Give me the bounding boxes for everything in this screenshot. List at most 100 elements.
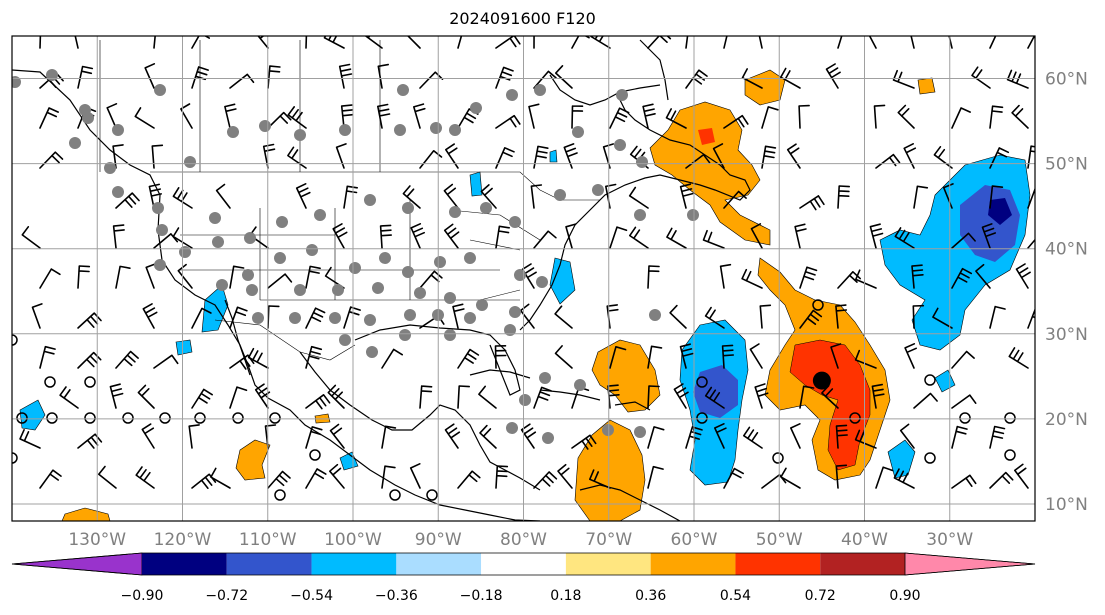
wind-barb [74,36,79,49]
wind-barb [381,425,397,449]
wind-barb [790,423,801,449]
wind-barb [39,151,64,169]
station-dot [404,309,416,321]
wind-barb [142,303,158,329]
wind-barb [452,303,465,329]
wind-barb [495,147,515,169]
wind-barb [478,385,497,409]
wind-barb [749,343,763,369]
calm-circle [309,449,321,461]
lon-tick-label: 80°W [500,530,547,550]
station-dot [402,202,414,214]
wind-barb [830,343,842,369]
wind-barb [39,268,61,289]
station-dot [152,202,164,214]
wind-barb [723,467,744,489]
wind-barb [750,223,763,249]
calm-circle [274,489,286,501]
station-dot [364,194,376,206]
station-dot [154,84,166,96]
wind-barb [153,36,156,49]
wind-barb [854,349,877,369]
wind-barb [305,345,323,369]
wind-barb [1027,307,1035,329]
wind-barb [912,304,925,329]
wind-barb [951,474,977,489]
wind-barb [741,68,763,89]
wind-barb [305,307,326,329]
wind-barb [323,36,345,49]
station-dot [506,422,518,434]
calm-circle [84,412,96,424]
wind-barb [723,36,728,49]
positive-anomaly-region [235,439,271,481]
wind-barb [589,469,611,489]
station-dot [514,269,526,281]
lon-tick-label: 110°W [239,530,297,550]
wind-barb [144,63,156,89]
station-dot [364,314,376,326]
wind-barb [837,185,850,209]
station-dot [306,244,318,256]
wind-barb [287,146,307,169]
wind-barb [443,223,460,249]
wind-barb [989,471,1014,489]
wind-barb [215,183,231,209]
station-dot [46,69,58,81]
colorbar-tick-label: −0.90 [121,588,164,604]
calm-circle [924,452,936,464]
wind-barb [571,36,590,49]
colorbar-tick-label: −0.18 [460,588,503,604]
wind-barb [554,305,573,329]
station-dot [649,309,661,321]
station-dot [372,282,384,294]
lon-tick-label: 50°W [756,530,803,550]
station-dot [519,394,531,406]
wind-barb [191,307,212,329]
wind-barb [666,227,687,249]
wind-barb [377,103,391,129]
political-borders [99,40,600,361]
calm-circle [426,489,438,501]
positive-anomaly-region [574,419,646,521]
negative-anomaly-region [549,257,576,305]
wind-barb [855,269,877,289]
station-dot [430,122,442,134]
wind-barb [647,465,664,489]
station-dot [349,262,361,274]
colorbar-cell [820,553,905,575]
wind-barb [480,184,497,209]
station-dot [339,124,351,136]
station-dot [444,292,456,304]
wind-barb [406,36,421,49]
calm-circle [772,452,784,464]
wind-barb [911,264,924,289]
wind-barb [327,384,345,409]
colorbar-extend-low [11,552,143,576]
wind-barb [21,226,41,249]
calm-circle [1004,449,1016,461]
wind-barb [112,224,125,249]
wind-barb [679,183,694,209]
wind-barb [989,185,1004,209]
wind-barb [229,306,248,329]
wind-barb [1015,263,1031,289]
lon-tick-label: 130°W [68,530,126,550]
wind-barb [837,271,861,289]
wind-barb [913,185,929,209]
station-dot [399,329,411,341]
wind-barb [786,143,801,169]
calm-circle [232,412,244,424]
wind-barb [721,344,734,369]
wind-barb [665,108,687,129]
colorbar-tick-label: −0.54 [290,588,333,604]
calm-circle [46,412,58,424]
wind-barb [1008,347,1029,369]
station-dot [252,312,264,324]
wind-barb [115,192,140,209]
wind-barb [642,103,656,129]
wind-barb [419,385,433,409]
wind-barb [647,265,660,289]
wind-barb [409,463,421,489]
